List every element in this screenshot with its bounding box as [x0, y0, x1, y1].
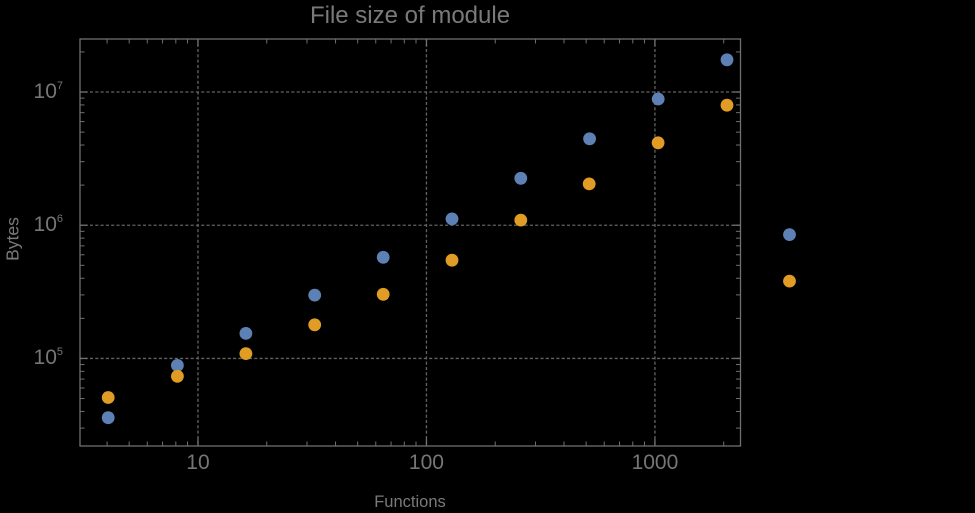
svg-text:107: 107	[34, 80, 63, 103]
svg-text:10: 10	[186, 451, 209, 474]
svg-text:1000: 1000	[632, 451, 679, 474]
svg-text:100: 100	[409, 451, 444, 474]
svg-text:105: 105	[34, 346, 63, 369]
svg-text:106: 106	[34, 213, 63, 236]
